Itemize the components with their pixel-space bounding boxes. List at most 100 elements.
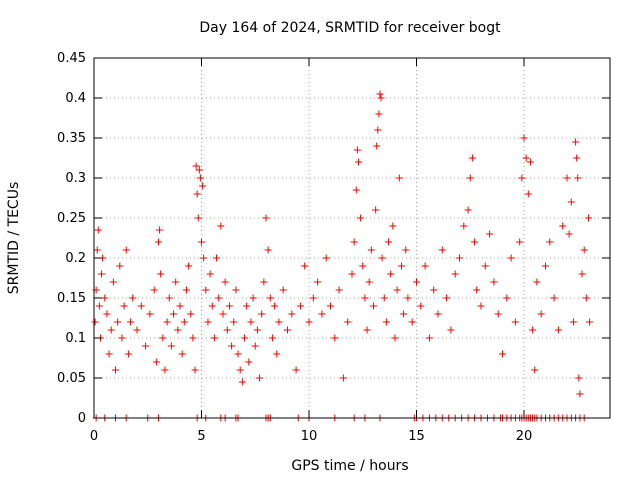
data-point: [243, 302, 251, 310]
data-point: [215, 294, 223, 302]
data-point: [318, 310, 326, 318]
data-point: [129, 294, 137, 302]
y-tick-label: 0.1: [65, 331, 86, 346]
data-point: [499, 350, 506, 358]
x-tick-label: 0: [90, 429, 98, 444]
data-point: [159, 334, 167, 342]
data-point: [245, 358, 253, 366]
data-point: [279, 286, 287, 294]
data-point: [157, 270, 165, 278]
data-point: [292, 366, 300, 374]
data-point: [236, 366, 244, 374]
data-point: [554, 326, 562, 334]
data-points: [91, 90, 594, 422]
data-point: [155, 238, 162, 246]
data-point: [196, 174, 204, 182]
data-point: [363, 326, 371, 334]
data-point: [531, 366, 539, 374]
data-point: [466, 174, 474, 182]
axis-ticks: 0 0.05 0.1 0.15 0.2 0.25 0.3 0.35 0.4 0.45 0 5 10 15 2…: [57, 51, 610, 444]
data-point: [258, 310, 266, 318]
data-point: [180, 318, 188, 326]
data-point: [98, 270, 106, 278]
data-point: [107, 326, 115, 334]
data-point: [377, 94, 385, 102]
data-point: [417, 302, 425, 310]
data-point: [264, 246, 272, 254]
data-point: [142, 342, 150, 350]
data-point: [507, 254, 515, 262]
data-point: [569, 318, 577, 326]
data-point: [103, 310, 111, 318]
data-point: [563, 174, 571, 182]
data-point: [380, 294, 388, 302]
x-tick-label: 10: [301, 429, 318, 444]
y-tick-label: 0.05: [57, 371, 86, 386]
data-point: [402, 246, 410, 254]
data-point: [268, 334, 276, 342]
y-tick-label: 0.3: [65, 171, 86, 186]
data-point: [385, 238, 393, 246]
data-point: [522, 154, 530, 162]
data-point: [271, 302, 279, 310]
data-point: [421, 262, 429, 270]
data-point: [172, 278, 180, 286]
data-point: [537, 310, 545, 318]
data-point: [133, 326, 141, 334]
data-point: [374, 126, 382, 134]
data-point: [251, 342, 259, 350]
data-point: [359, 262, 367, 270]
data-point: [575, 374, 583, 382]
data-point: [494, 310, 502, 318]
data-point: [350, 238, 358, 246]
data-point: [146, 310, 154, 318]
data-point: [546, 238, 554, 246]
data-point: [273, 350, 281, 358]
data-point: [249, 294, 257, 302]
data-point: [152, 358, 160, 366]
data-point: [387, 270, 395, 278]
y-tick-label: 0.4: [65, 91, 86, 106]
data-point: [230, 318, 238, 326]
data-point: [116, 262, 124, 270]
data-point: [118, 334, 126, 342]
data-point: [451, 270, 459, 278]
data-point: [256, 374, 264, 382]
data-point: [314, 278, 322, 286]
data-point: [174, 326, 182, 334]
data-point: [526, 158, 534, 166]
data-point: [309, 294, 317, 302]
data-point: [288, 310, 296, 318]
data-point: [529, 326, 537, 334]
data-point: [199, 182, 207, 190]
data-point: [114, 318, 122, 326]
data-point: [344, 318, 352, 326]
data-point: [578, 270, 586, 278]
data-point: [511, 318, 519, 326]
data-point: [473, 286, 481, 294]
data-point: [443, 294, 451, 302]
data-point: [322, 254, 330, 262]
data-point: [193, 190, 201, 198]
data-point: [105, 350, 113, 358]
data-point: [210, 334, 218, 342]
data-point: [223, 326, 231, 334]
data-point: [284, 326, 291, 334]
data-point: [165, 294, 173, 302]
data-point: [187, 310, 195, 318]
data-point: [150, 286, 158, 294]
data-point: [305, 318, 313, 326]
data-point: [378, 254, 386, 262]
data-point: [586, 318, 594, 326]
y-tick-label: 0.25: [57, 211, 86, 226]
plot-frame: [93, 57, 611, 419]
data-point: [225, 302, 233, 310]
data-point: [361, 294, 369, 302]
data-point: [397, 262, 405, 270]
data-point: [518, 174, 526, 182]
x-tick-label: 20: [516, 429, 533, 444]
data-point: [367, 246, 375, 254]
data-point: [413, 278, 420, 286]
data-point: [375, 110, 383, 118]
